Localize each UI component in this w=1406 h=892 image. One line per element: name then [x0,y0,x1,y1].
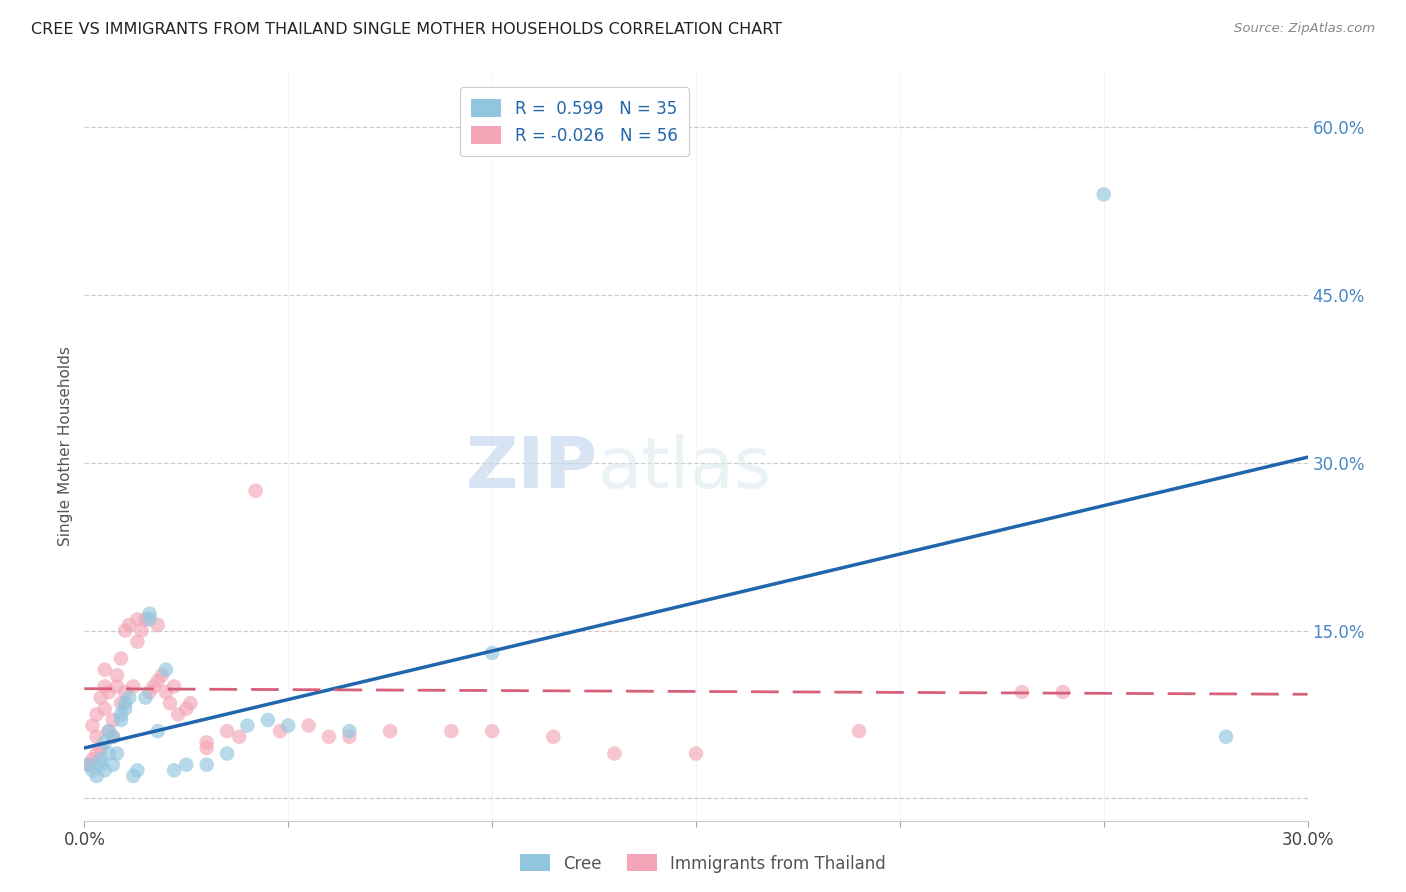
Point [245,483,267,498]
Point [138,607,160,621]
Point [318,730,340,744]
Point [155,685,177,699]
Point [269,724,291,739]
Point [118,618,141,632]
Point [236,718,259,732]
Point [110,651,132,665]
Point [257,713,280,727]
Point [150,668,173,682]
Point [93,702,115,716]
Point [118,690,141,705]
Point [86,769,108,783]
Point [277,718,299,732]
Text: atlas: atlas [598,434,772,503]
Point [110,713,132,727]
Point [142,680,165,694]
Point [114,685,136,699]
Point [105,668,128,682]
Point [146,724,169,739]
Point [93,680,115,694]
Point [127,612,149,626]
Point [298,718,321,732]
Point [131,624,153,638]
Point [114,702,136,716]
Point [77,757,100,772]
Point [90,757,112,772]
Point [1011,685,1033,699]
Point [110,707,132,722]
Point [122,680,145,694]
Point [138,685,160,699]
Point [97,724,120,739]
Point [86,707,108,722]
Point [146,618,169,632]
Point [93,764,115,778]
Point [86,747,108,761]
Point [167,707,190,722]
Point [101,757,124,772]
Point [135,690,157,705]
Legend: R =  0.599   N = 35, R = -0.026   N = 56: R = 0.599 N = 35, R = -0.026 N = 56 [460,87,689,156]
Point [90,752,112,766]
Point [1215,730,1237,744]
Point [135,612,157,626]
Point [114,624,136,638]
Point [380,724,402,739]
Point [101,730,124,744]
Point [1052,685,1074,699]
Y-axis label: Single Mother Households: Single Mother Households [58,346,73,546]
Point [848,724,870,739]
Point [105,747,128,761]
Point [138,612,160,626]
Point [481,646,503,660]
Point [82,752,104,766]
Point [101,713,124,727]
Point [110,696,132,710]
Point [163,680,186,694]
Point [440,724,463,739]
Point [114,696,136,710]
Point [82,764,104,778]
Point [90,690,112,705]
Point [159,696,181,710]
Point [127,764,149,778]
Point [195,741,218,756]
Point [82,718,104,732]
Point [97,747,120,761]
Point [195,757,218,772]
Point [163,764,186,778]
Point [543,730,565,744]
Point [105,680,128,694]
Point [481,724,503,739]
Point [93,735,115,749]
Point [155,663,177,677]
Point [86,730,108,744]
Point [97,685,120,699]
Point [603,747,626,761]
Point [685,747,707,761]
Point [195,735,218,749]
Point [1092,187,1115,202]
Point [174,757,197,772]
Point [339,730,361,744]
Point [228,730,250,744]
Text: ZIP: ZIP [465,434,598,503]
Point [174,702,197,716]
Text: Source: ZipAtlas.com: Source: ZipAtlas.com [1234,22,1375,36]
Point [179,696,201,710]
Point [122,769,145,783]
Point [93,663,115,677]
Text: CREE VS IMMIGRANTS FROM THAILAND SINGLE MOTHER HOUSEHOLDS CORRELATION CHART: CREE VS IMMIGRANTS FROM THAILAND SINGLE … [31,22,782,37]
Point [97,724,120,739]
Point [217,747,239,761]
Point [127,634,149,648]
Point [146,673,169,688]
Point [339,724,361,739]
Point [101,730,124,744]
Point [90,741,112,756]
Point [77,757,100,772]
Point [217,724,239,739]
Legend: Cree, Immigrants from Thailand: Cree, Immigrants from Thailand [513,847,893,880]
